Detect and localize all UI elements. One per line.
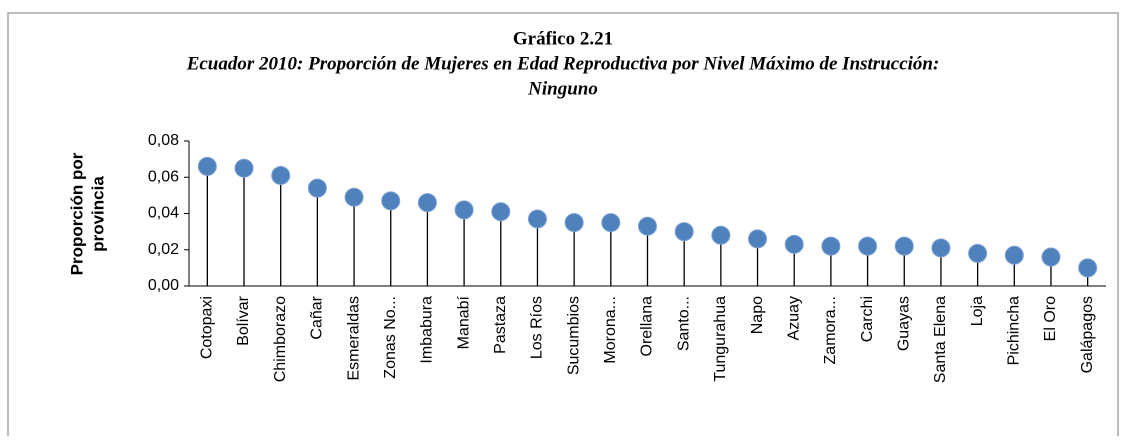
y-tick-label: 0,04	[148, 205, 179, 222]
marker	[784, 234, 804, 254]
x-tick-label: Santa Elena	[932, 296, 949, 383]
marker	[197, 156, 217, 176]
x-tick-label: Napo	[749, 296, 766, 334]
x-tick-label: Morona...	[602, 296, 619, 364]
marker	[601, 213, 621, 233]
x-tick-label: Loja	[969, 296, 986, 326]
marker	[564, 213, 584, 233]
x-tick-label: Santo...	[675, 296, 692, 351]
x-tick-label: Orellana	[639, 296, 656, 357]
y-tick-label: 0,02	[148, 241, 179, 258]
marker	[821, 236, 841, 256]
chart-subtitle: Ninguno	[527, 78, 598, 99]
y-axis-title-line: Proporción por	[67, 152, 86, 275]
x-tick-label: Imbabura	[419, 296, 436, 364]
x-tick-label: Chimborazo	[272, 296, 289, 382]
x-tick-label: El Oro	[1042, 296, 1059, 341]
x-tick-label: Cotopaxi	[199, 296, 216, 359]
marker	[271, 165, 291, 185]
marker	[968, 243, 988, 263]
marker	[894, 236, 914, 256]
marker	[711, 225, 731, 245]
marker	[234, 158, 254, 178]
x-tick-label: Guayas	[895, 296, 912, 351]
y-axis-title-line: provincia	[88, 176, 107, 252]
y-axis-title: Proporción por provincia	[67, 152, 107, 275]
x-tick-label: Zonas No...	[382, 296, 399, 379]
chart-subtitle: Ecuador 2010: Proporción de Mujeres en E…	[186, 53, 940, 74]
x-tick-label: Pichincha	[1006, 296, 1023, 365]
marker	[1004, 245, 1024, 265]
x-tick-label: Sucumbios	[565, 296, 582, 375]
marker	[381, 191, 401, 211]
x-tick-label: Carchi	[859, 296, 876, 342]
x-tick-label: Esmeraldas	[345, 296, 362, 380]
y-tick-label: 0,08	[148, 132, 179, 149]
x-tick-label: Tungurahua	[712, 296, 729, 382]
marker	[1041, 247, 1061, 267]
x-tick-label: Pastaza	[492, 296, 509, 354]
marker	[674, 222, 694, 242]
marker	[931, 238, 951, 258]
chart-title: Gráfico 2.21	[513, 28, 613, 49]
marker	[1078, 258, 1098, 278]
marker	[491, 202, 511, 222]
x-tick-label: Manabí	[455, 295, 472, 349]
x-tick-label: Los Ríos	[529, 296, 546, 359]
marker	[748, 229, 768, 249]
y-tick-label: 0,06	[148, 168, 179, 185]
marker	[417, 193, 437, 213]
x-tick-label: Zamora...	[822, 296, 839, 364]
x-tick-label: Bolívar	[235, 295, 252, 345]
x-tick-label: Galápagos	[1079, 296, 1096, 373]
y-tick-label: 0,00	[148, 277, 179, 294]
marker	[858, 236, 878, 256]
marker	[638, 216, 657, 236]
marker	[307, 178, 327, 198]
x-tick-label: Cañar	[309, 295, 326, 339]
marker	[527, 209, 547, 229]
marker	[344, 187, 364, 207]
chart-frame	[7, 12, 1119, 436]
marker	[454, 200, 474, 220]
x-tick-label: Azuay	[785, 296, 802, 340]
